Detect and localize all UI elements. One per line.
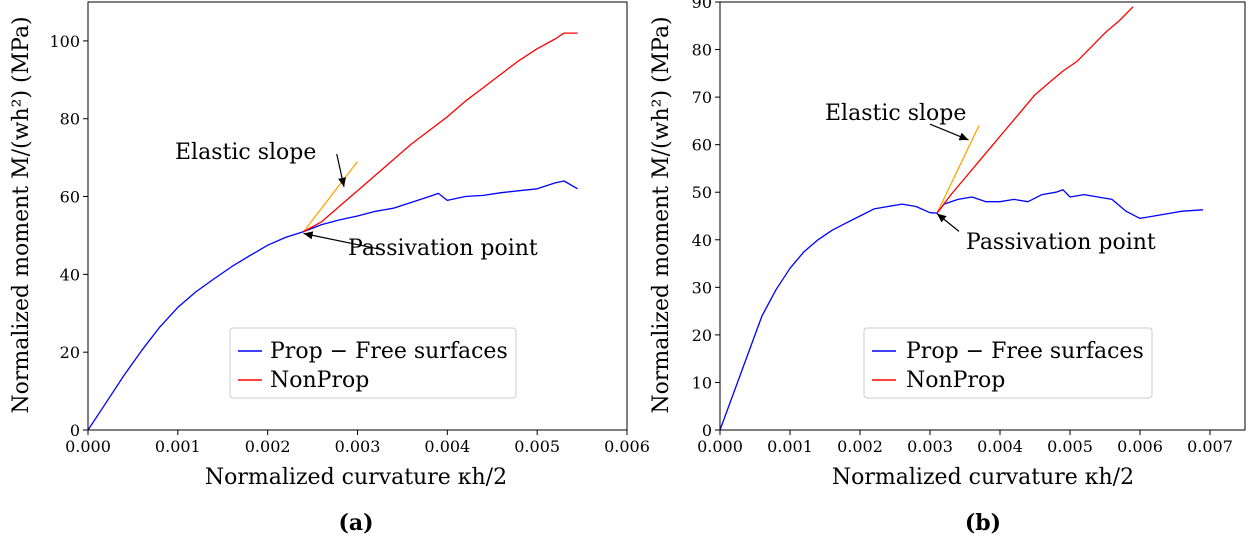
chart-b-y-tick-label: 0	[702, 421, 712, 440]
chart-a-series-nonprop-line	[303, 32, 578, 233]
chart-a-y-tick-label: 80	[60, 110, 80, 129]
chart-a-x-tick-label: 0.003	[335, 437, 381, 456]
chart-a-annotation-arrow-head	[303, 231, 314, 240]
chart-a-caption: (a)	[338, 510, 373, 536]
chart-a-annotation-arrow-line	[303, 232, 379, 250]
chart-b-annotation-elastic: Elastic slope	[825, 101, 966, 126]
chart-b-y-tick-label: 60	[692, 136, 712, 155]
chart-a-y-axis-label: Normalized moment M/(wh²) (MPa)	[9, 16, 34, 413]
chart-a-y-tick-label: 60	[60, 188, 80, 207]
chart-b: 0.000 0.001 0.002 0.003 0.004 0.005 0.006 0.007…	[649, 0, 1246, 536]
chart-b-annotation-passivation: Passivation point	[966, 230, 1156, 255]
chart-b-y-tick-label: 50	[692, 183, 712, 202]
chart-b-x-tick-label: 0.002	[837, 437, 883, 456]
chart-b-series-elastic-slope-line	[936, 125, 980, 214]
chart-a-x-tick-label: 0.005	[514, 437, 560, 456]
chart-b-annotation-arrow-head	[937, 213, 947, 223]
legend-label-prop: Prop − Free surfaces	[906, 339, 1144, 364]
chart-a-y-tick-label: 40	[60, 265, 80, 284]
chart-b-y-tick-label: 70	[692, 88, 712, 107]
chart-a: 0.000 0.001 0.002 0.003 0.004 0.005 0.006 0 20 40…	[9, 1, 650, 536]
chart-b-y-tick-label: 10	[692, 373, 712, 392]
chart-a-legend: Prop − Free surfaces NonProp	[229, 327, 517, 399]
chart-a-annotation-elastic: Elastic slope	[175, 140, 316, 165]
chart-b-x-tick-label: 0.007	[1187, 437, 1233, 456]
chart-b-y-tick-label: 40	[692, 231, 712, 250]
chart-a-plot: 0.000 0.001 0.002 0.003 0.004 0.005 0.006 0 20 40…	[49, 1, 650, 456]
chart-a-x-tick-label: 0.002	[245, 437, 291, 456]
legend-frame	[863, 327, 1153, 399]
chart-a-series-elastic-slope-line	[303, 161, 359, 232]
chart-a-x-axis-label: Normalized curvature κh/2	[205, 465, 507, 490]
chart-a-y-tick-label: 0	[70, 421, 80, 440]
chart-b-series-prop-free-surfaces-line	[719, 189, 1204, 431]
chart-a-annotation-arrow-head	[338, 177, 346, 187]
chart-b-caption: (b)	[965, 510, 1001, 536]
chart-b-y-axis-label: Normalized moment M/(wh²) (MPa)	[649, 16, 674, 413]
chart-a-y-tick-label: 100	[49, 32, 80, 51]
chart-a-x-tick-label: 0.006	[604, 437, 650, 456]
chart-a-x-tick-label: 0.004	[424, 437, 470, 456]
chart-a-annotation-passivation: Passivation point	[348, 236, 538, 261]
chart-b-x-tick-label: 0.003	[907, 437, 953, 456]
chart-b-y-tick-label: 30	[692, 278, 712, 297]
chart-b-plot: 0.000 0.001 0.002 0.003 0.004 0.005 0.006 0.007…	[692, 0, 1246, 456]
chart-a-series-prop-free-surfaces-line	[87, 180, 578, 431]
chart-b-x-axis-label: Normalized curvature κh/2	[832, 465, 1134, 490]
chart-b-y-tick-label: 80	[692, 41, 712, 60]
chart-b-x-tick-label: 0.005	[1047, 437, 1093, 456]
legend-frame	[229, 327, 517, 399]
chart-b-annotation-arrow-head	[958, 132, 969, 141]
legend-label-nonprop: NonProp	[906, 368, 1005, 393]
chart-b-y-tick-label: 20	[692, 326, 712, 345]
chart-a-x-tick-label: 0.000	[65, 437, 111, 456]
legend-label-prop: Prop − Free surfaces	[270, 339, 508, 364]
chart-a-y-tick-label: 20	[60, 343, 80, 362]
chart-b-x-tick-label: 0.000	[697, 437, 743, 456]
chart-b-x-tick-label: 0.001	[767, 437, 813, 456]
chart-b-series-nonprop-line	[936, 6, 1134, 214]
chart-b-y-tick-label: 90	[692, 0, 712, 12]
chart-b-x-tick-label: 0.004	[977, 437, 1023, 456]
chart-b-x-tick-label: 0.006	[1117, 437, 1163, 456]
chart-b-legend: Prop − Free surfaces NonProp	[863, 327, 1153, 399]
chart-a-x-tick-label: 0.001	[155, 437, 201, 456]
chart-b-axes-frame	[719, 1, 1246, 431]
legend-label-nonprop: NonProp	[270, 368, 369, 393]
